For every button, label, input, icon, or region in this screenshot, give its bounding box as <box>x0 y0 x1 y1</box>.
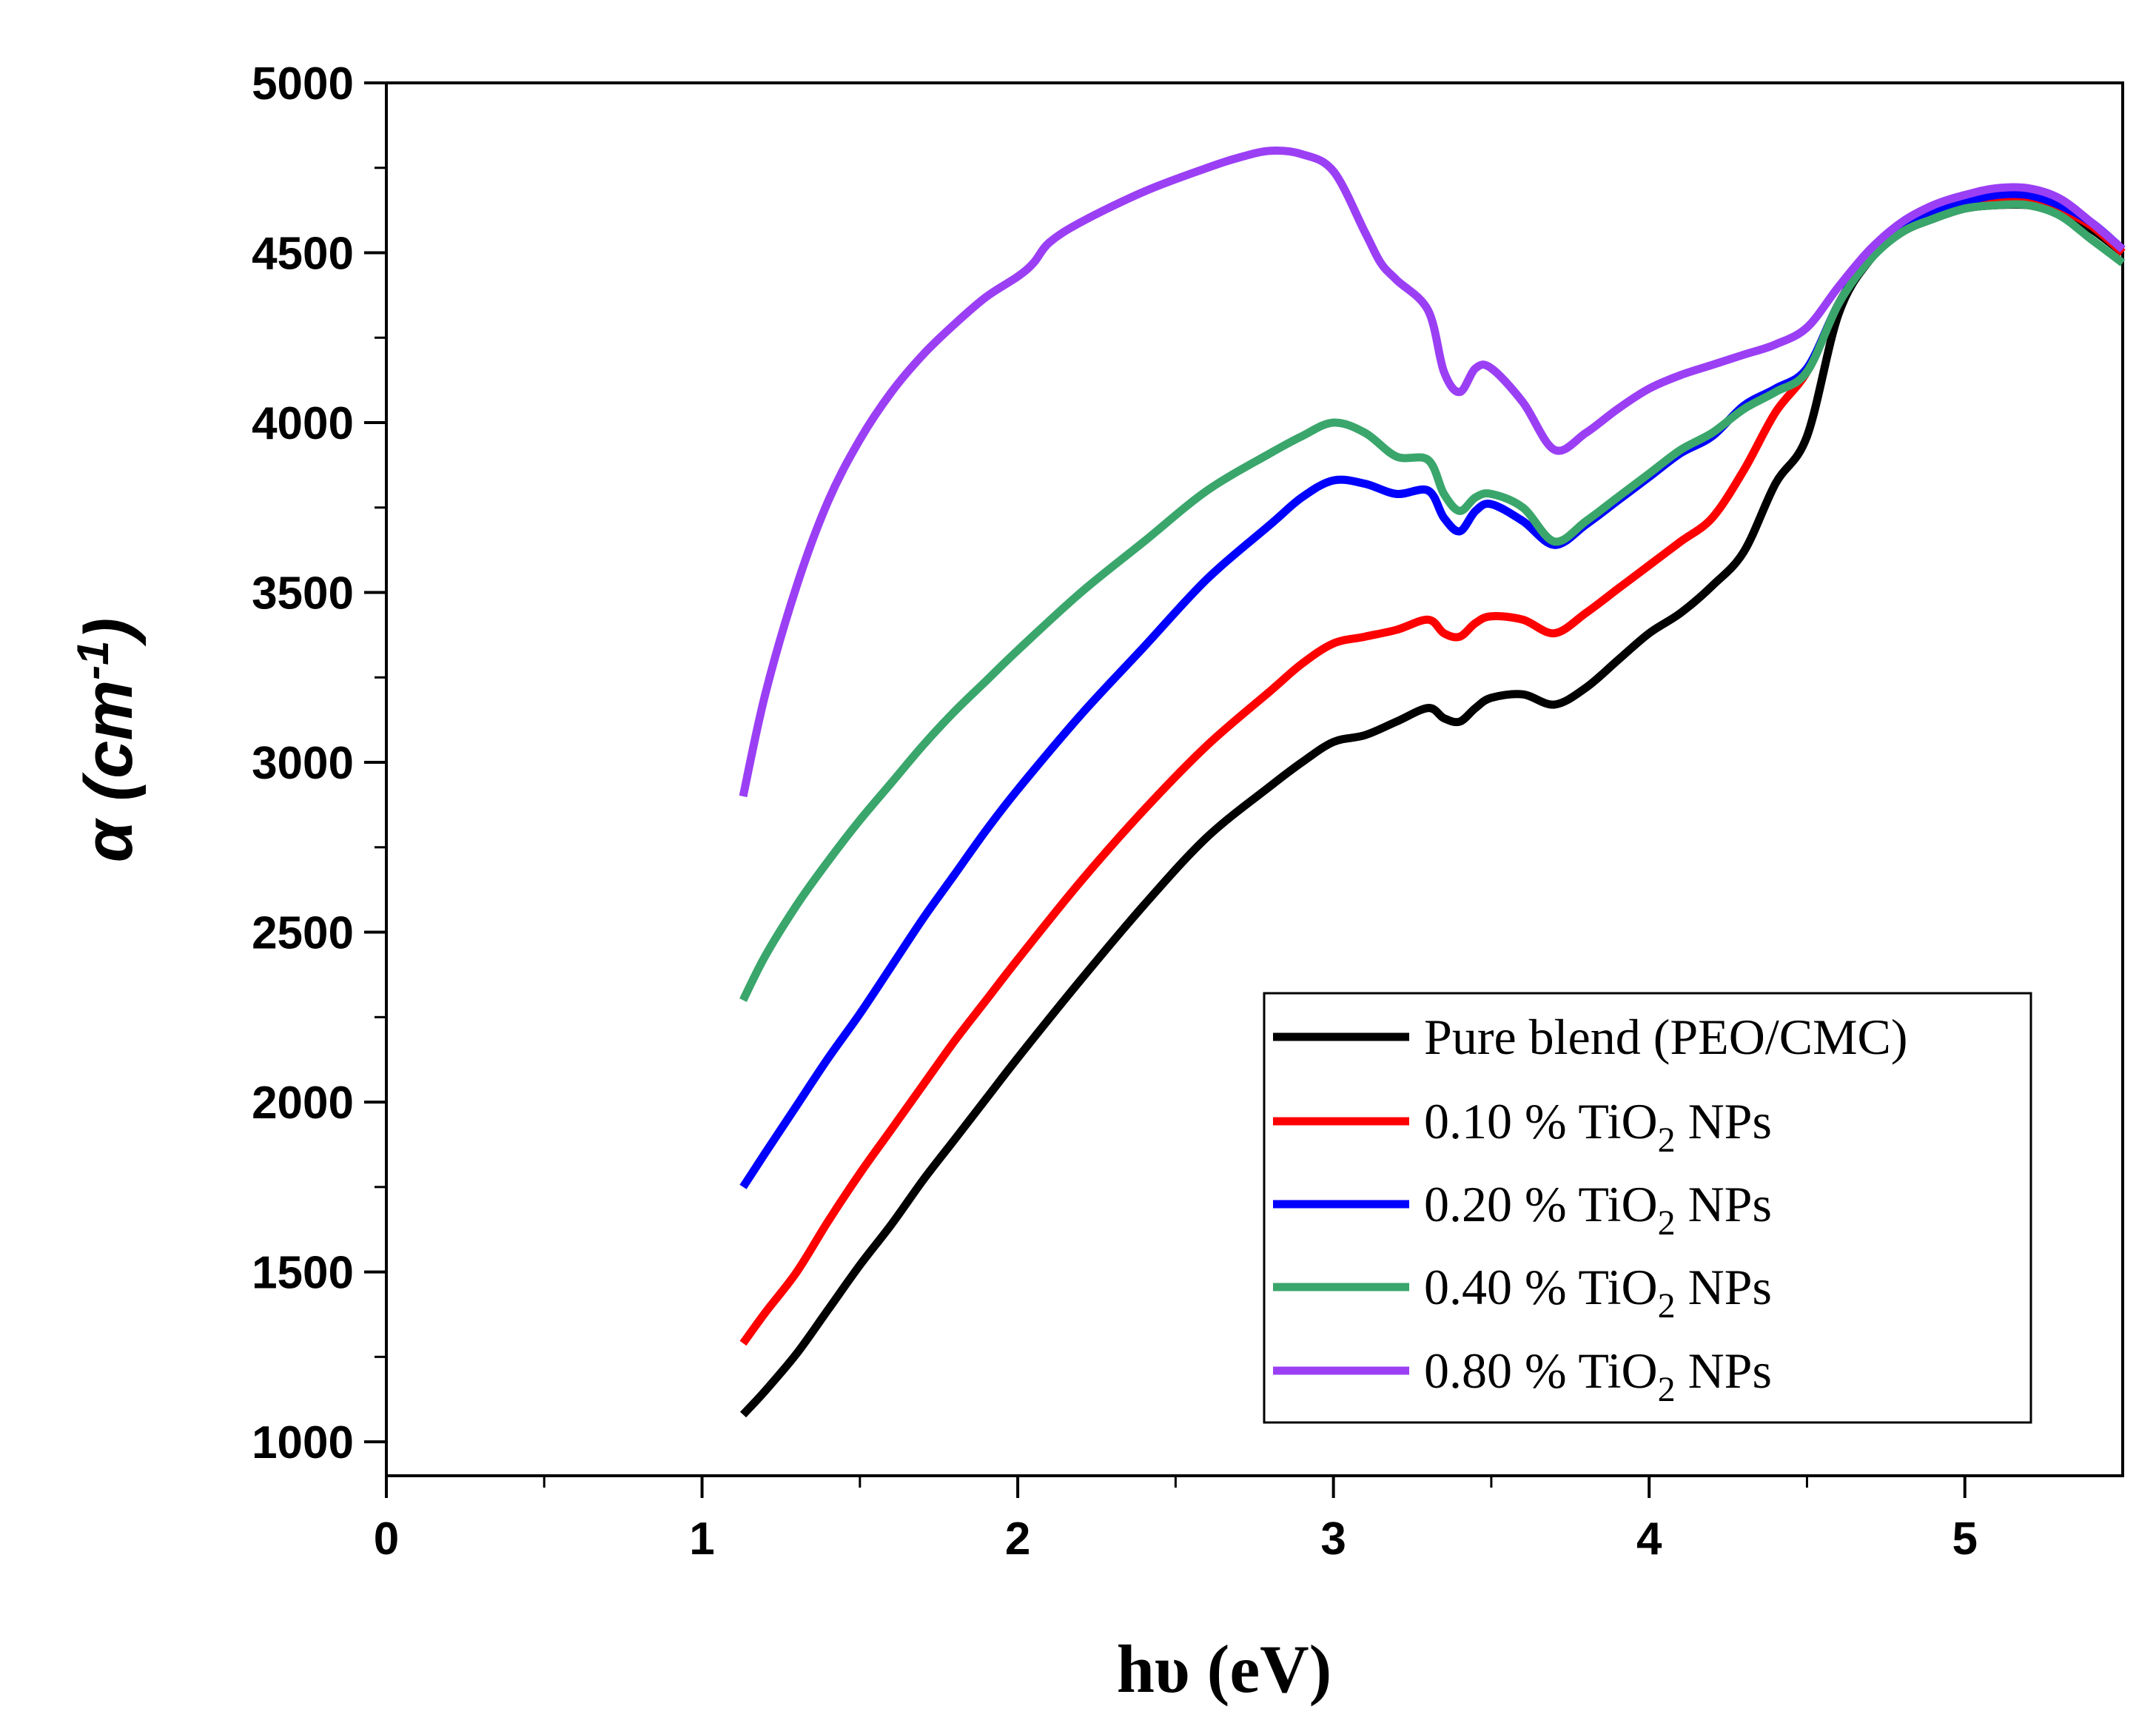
y-tick-label: 5000 <box>252 58 354 110</box>
series-layer <box>739 147 2126 1418</box>
y-axis-title: α (cm-1) <box>68 618 147 862</box>
legend-label-5: 0.80 % TiO2 NPs <box>1424 1343 1772 1409</box>
y-axis-ticks: 1000 1500 2000 2500 3000 3500 4000 4500 5000 <box>252 58 386 1468</box>
y-tick-label: 1000 <box>252 1417 354 1468</box>
y-tick-label: 3000 <box>252 738 354 789</box>
x-axis-title: hυ (eV) <box>1117 1631 1331 1707</box>
legend-label-1: Pure blend (PEO/CMC) <box>1424 1009 1908 1065</box>
x-tick-label: 4 <box>1636 1514 1662 1565</box>
legend-label-3: 0.20 % TiO2 NPs <box>1424 1176 1772 1243</box>
x-tick-label: 3 <box>1320 1514 1346 1565</box>
y-axis-unit-sup: -1 <box>68 641 118 680</box>
legend-label-4: 0.40 % TiO2 NPs <box>1424 1259 1772 1326</box>
plot-frame <box>385 81 2124 1477</box>
y-tick-label: 2000 <box>252 1078 354 1129</box>
y-tick-label: 3500 <box>252 568 354 619</box>
legend-items: Pure blend (PEO/CMC) 0.10 % TiO2 NPs 0.20 … <box>1273 1009 1908 1409</box>
legend: Pure blend (PEO/CMC) 0.10 % TiO2 NPs 0.20 … <box>1263 992 2032 1424</box>
legend-label-2: 0.10 % TiO2 NPs <box>1424 1093 1772 1160</box>
y-tick-label: 2500 <box>252 908 354 959</box>
x-tick-label: 2 <box>1005 1514 1030 1565</box>
y-tick-label: 4000 <box>252 398 354 449</box>
y-tick-label: 1500 <box>252 1248 354 1299</box>
y-axis-alpha: α <box>71 817 147 862</box>
series-line-5 <box>739 147 2126 798</box>
y-axis-unit: (cm <box>71 680 147 820</box>
y-tick-label: 4500 <box>252 229 354 280</box>
x-tick-label: 0 <box>374 1514 399 1565</box>
x-axis-ticks: 0 1 2 3 4 5 <box>374 1476 1978 1565</box>
series-line-4 <box>739 200 2126 1002</box>
x-tick-label: 5 <box>1952 1514 1977 1565</box>
x-tick-label: 1 <box>689 1514 714 1565</box>
